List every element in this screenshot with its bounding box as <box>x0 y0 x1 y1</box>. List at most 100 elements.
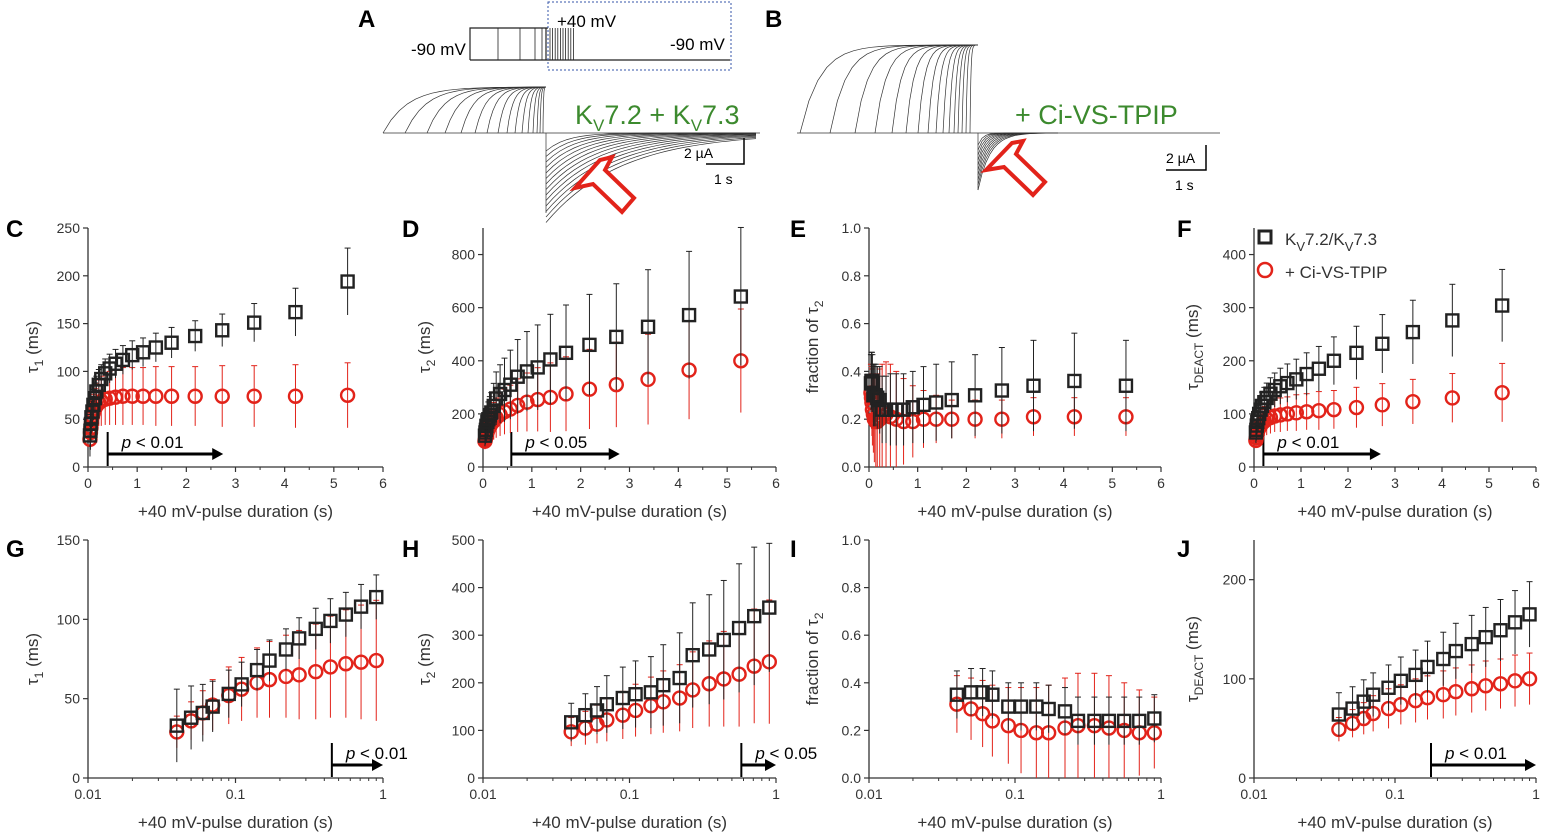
data-point-square <box>1365 687 1381 702</box>
data-point-square <box>564 715 579 730</box>
series-control <box>1331 581 1537 737</box>
y-axis-label: fraction of τ2 <box>803 612 826 705</box>
x-tick-label: 3 <box>1391 475 1399 491</box>
data-point-square <box>1448 643 1464 659</box>
legend-label-1: KV7.2/KV7.3 <box>1285 230 1377 254</box>
data-point-circle <box>1478 678 1494 694</box>
data-point-square <box>148 340 164 355</box>
data-point-square <box>1147 711 1162 726</box>
data-point-square <box>1070 713 1086 729</box>
data-point-square <box>278 642 294 657</box>
data-point-square <box>1405 324 1421 340</box>
y-tick-label: 100 <box>1223 406 1247 422</box>
y-tick-label: 50 <box>64 411 80 427</box>
data-point-square <box>656 677 671 693</box>
y-tick-label: 100 <box>57 611 81 627</box>
y-tick-label: 1.0 <box>842 220 862 236</box>
y-tick-label: 200 <box>57 268 81 284</box>
scale-bar-a: 2 µA 1 s <box>684 138 745 187</box>
y-tick-label: 1.0 <box>842 532 862 548</box>
data-point-square <box>1393 673 1409 689</box>
significance-label: p < 0.05 <box>524 433 587 452</box>
x-tick-label: 4 <box>1438 475 1446 491</box>
data-point-circle <box>214 388 230 404</box>
data-point-circle <box>308 663 324 680</box>
series-ci-vs-tpip <box>863 361 1134 467</box>
series-control <box>82 247 355 457</box>
y-tick-label: 50 <box>64 691 80 707</box>
data-point-square <box>340 274 355 289</box>
chart-h: 0.01 0.1 1 0 100 200 300 400 500 +40 mV-pulse dur… <box>415 532 817 832</box>
data-point-square <box>928 395 944 410</box>
data-point-square <box>733 289 749 304</box>
series-control <box>863 332 1134 446</box>
y-axis-label: τ1 (ms) <box>23 321 46 373</box>
series-ci-vs-tpip <box>169 599 384 748</box>
y-tick-label: 0.6 <box>842 316 862 332</box>
x-tick-label: 1 <box>528 475 536 491</box>
data-point-circle <box>353 654 369 670</box>
x-tick-label: 5 <box>330 475 338 491</box>
y-tick-label: 0 <box>467 770 475 786</box>
y-tick-label: 0.0 <box>842 770 862 786</box>
arrowhead-icon <box>1369 448 1381 460</box>
significance-label: p < 0.01 <box>345 744 408 763</box>
x-tick-label: 1 <box>1532 786 1540 802</box>
data-point-square <box>492 386 508 402</box>
x-tick-label: 3 <box>626 475 634 491</box>
x-tick-label: 0.01 <box>855 786 882 802</box>
y-axis-label: τDEACT (ms) <box>1183 616 1206 702</box>
significance-label: p < 0.01 <box>1276 433 1339 452</box>
svg-text:2 µA: 2 µA <box>1166 150 1196 166</box>
y-tick-label: 200 <box>1223 353 1247 369</box>
x-tick-label: 6 <box>772 475 780 491</box>
y-tick-label: 500 <box>452 532 476 548</box>
data-point-square <box>1254 398 1270 414</box>
data-point-circle <box>338 656 354 672</box>
x-axis-label: +40 mV-pulse duration (s) <box>1297 502 1492 521</box>
data-point-square <box>1026 378 1041 393</box>
x-tick-label: 0.1 <box>226 786 246 802</box>
x-tick-label: 1 <box>1157 786 1165 802</box>
data-point-square <box>1493 623 1508 638</box>
svg-text:2 µA: 2 µA <box>684 145 714 161</box>
data-point-square <box>582 337 597 353</box>
data-point-square <box>716 632 731 648</box>
x-axis-label: +40 mV-pulse duration (s) <box>917 813 1112 832</box>
data-point-square <box>249 662 265 678</box>
y-tick-label: 400 <box>1223 247 1247 263</box>
y-tick-label: 0.6 <box>842 627 862 643</box>
panel-label-e: E <box>790 216 806 243</box>
data-point-circle <box>1448 684 1464 700</box>
chart-f: 0 1 2 3 4 5 6 0 100 200 300 400 +40 mV-pulse duratio… <box>1183 228 1540 521</box>
data-point-square <box>262 653 277 668</box>
data-point-square <box>205 699 220 714</box>
data-point-circle <box>1507 673 1523 689</box>
y-tick-label: 0.4 <box>842 363 862 379</box>
data-point-square <box>1420 659 1435 675</box>
x-tick-label: 0.1 <box>620 786 640 802</box>
voltage-protocol <box>469 1 732 71</box>
y-tick-label: 0 <box>467 459 475 475</box>
y-axis-label: τDEACT (ms) <box>1183 304 1206 390</box>
axes <box>1253 540 1536 779</box>
chart-e: 0 1 2 3 4 5 6 0.0 0.2 0.4 0.6 0.8 1.0 +40 mV-pulse du… <box>803 220 1165 521</box>
data-point-square <box>1067 373 1082 389</box>
current-traces-a <box>382 86 760 223</box>
x-tick-label: 0 <box>865 475 873 491</box>
data-point-circle <box>107 389 124 405</box>
y-tick-label: 200 <box>452 675 476 691</box>
y-tick-label: 0.2 <box>842 411 862 427</box>
data-point-square <box>1349 345 1364 361</box>
x-tick-label: 0 <box>1250 475 1258 491</box>
axes <box>87 540 383 779</box>
data-point-square <box>1311 361 1327 376</box>
data-point-square <box>975 685 990 700</box>
y-tick-label: 0 <box>1238 770 1246 786</box>
data-point-square <box>503 377 518 392</box>
data-point-circle <box>1348 399 1365 416</box>
data-point-square <box>967 388 983 403</box>
data-point-square <box>1117 713 1132 729</box>
zoom-box <box>547 1 732 71</box>
x-tick-label: 3 <box>1011 475 1019 491</box>
